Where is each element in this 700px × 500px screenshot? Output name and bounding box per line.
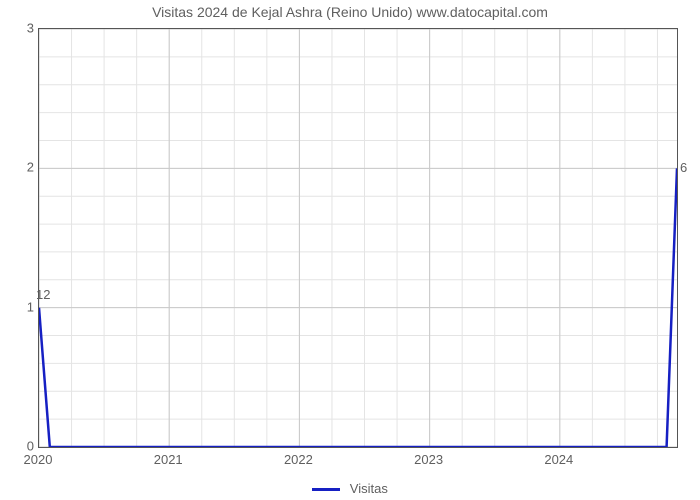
- x-tick-label: 2024: [544, 452, 573, 467]
- x-tick-label: 2022: [284, 452, 313, 467]
- endpoint-label-end: 6: [680, 160, 687, 175]
- legend-swatch: [312, 488, 340, 491]
- y-tick-label: 2: [4, 160, 34, 175]
- x-tick-label: 2021: [154, 452, 183, 467]
- chart-svg: [39, 29, 677, 447]
- x-tick-label: 2020: [24, 452, 53, 467]
- legend-label: Visitas: [350, 481, 388, 496]
- y-tick-label: 3: [4, 21, 34, 36]
- legend: Visitas: [0, 481, 700, 496]
- chart-title: Visitas 2024 de Kejal Ashra (Reino Unido…: [0, 4, 700, 20]
- y-tick-label: 1: [4, 299, 34, 314]
- plot-area: [38, 28, 678, 448]
- chart-container: Visitas 2024 de Kejal Ashra (Reino Unido…: [0, 0, 700, 500]
- endpoint-label-start: 12: [36, 287, 50, 302]
- x-tick-label: 2023: [414, 452, 443, 467]
